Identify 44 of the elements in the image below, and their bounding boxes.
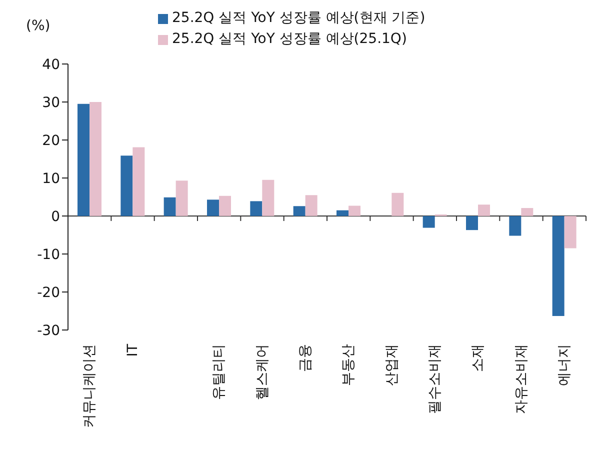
bar (262, 180, 274, 216)
x-tick-label: 필수소비재 (426, 344, 443, 414)
legend-label: 25.2Q 실적 YoY 성장률 예상(25.1Q) (172, 30, 407, 49)
bar (521, 208, 534, 216)
bar (466, 216, 478, 230)
bar (478, 204, 490, 216)
y-tick-label: 30 (42, 94, 60, 111)
x-tick-label: 소재 (470, 344, 486, 372)
bar (218, 196, 231, 216)
x-tick-label: 에너지 (556, 344, 572, 386)
x-tick-label: 유틸리티 (211, 344, 228, 400)
x-tick-label: 부동산 (340, 344, 357, 386)
bar (336, 210, 348, 216)
bar (89, 102, 102, 216)
bar (305, 195, 318, 216)
x-tick-label: 커뮤니케이션 (82, 344, 98, 428)
y-tick-label: -20 (37, 284, 60, 301)
bar (564, 216, 576, 248)
bar (164, 197, 176, 216)
bar (250, 201, 262, 216)
bar (392, 192, 404, 216)
bar (552, 216, 564, 316)
bar (77, 104, 90, 216)
x-tick-label: 산업재 (384, 344, 400, 386)
x-tick-label: 자유소비재 (513, 344, 530, 414)
y-tick-label: -30 (37, 322, 60, 339)
y-tick-label: 40 (42, 56, 60, 73)
y-tick-label: -10 (37, 246, 60, 263)
bar (293, 206, 306, 216)
legend-label: 25.2Q 실적 YoY 성장률 예상(현재 기준) (172, 9, 426, 28)
bar (422, 216, 435, 228)
bar (348, 206, 360, 216)
bar (509, 216, 522, 236)
y-axis-title: (%) (26, 18, 50, 34)
bar (206, 200, 219, 216)
bar (132, 147, 145, 216)
y-tick-label: 0 (51, 208, 60, 225)
x-tick-label: IT (124, 344, 141, 357)
y-tick-label: 20 (42, 132, 60, 149)
x-tick-label: 헬스케어 (254, 344, 270, 400)
x-tick-label: 금융 (297, 344, 314, 372)
bar (120, 156, 133, 216)
y-tick-label: 10 (42, 170, 60, 187)
bar (176, 180, 188, 216)
